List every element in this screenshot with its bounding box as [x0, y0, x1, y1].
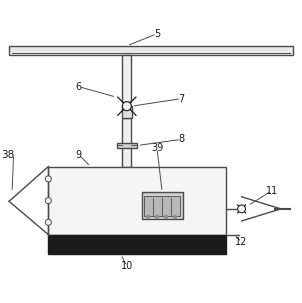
Circle shape	[238, 205, 246, 213]
Text: 6: 6	[76, 82, 82, 92]
Text: 7: 7	[178, 94, 184, 104]
Text: 12: 12	[236, 237, 248, 247]
Text: 5: 5	[154, 29, 160, 39]
Text: 10: 10	[121, 261, 133, 271]
Text: 9: 9	[76, 149, 82, 159]
Bar	[142, 192, 183, 219]
Text: 39: 39	[151, 144, 163, 154]
Text: 8: 8	[178, 135, 184, 145]
Bar	[144, 196, 180, 216]
Circle shape	[45, 176, 51, 182]
Bar	[48, 167, 226, 235]
Bar	[48, 235, 226, 254]
Text: 38: 38	[1, 149, 14, 159]
Circle shape	[165, 215, 168, 218]
Bar	[121, 106, 132, 118]
Circle shape	[156, 215, 159, 218]
Circle shape	[146, 215, 149, 218]
Bar	[122, 118, 131, 167]
Circle shape	[45, 198, 51, 204]
Circle shape	[122, 102, 131, 111]
Text: 11: 11	[266, 186, 278, 196]
Circle shape	[174, 215, 177, 218]
Bar	[122, 55, 131, 102]
Bar	[117, 143, 137, 148]
Circle shape	[45, 219, 51, 225]
Bar	[9, 46, 293, 55]
